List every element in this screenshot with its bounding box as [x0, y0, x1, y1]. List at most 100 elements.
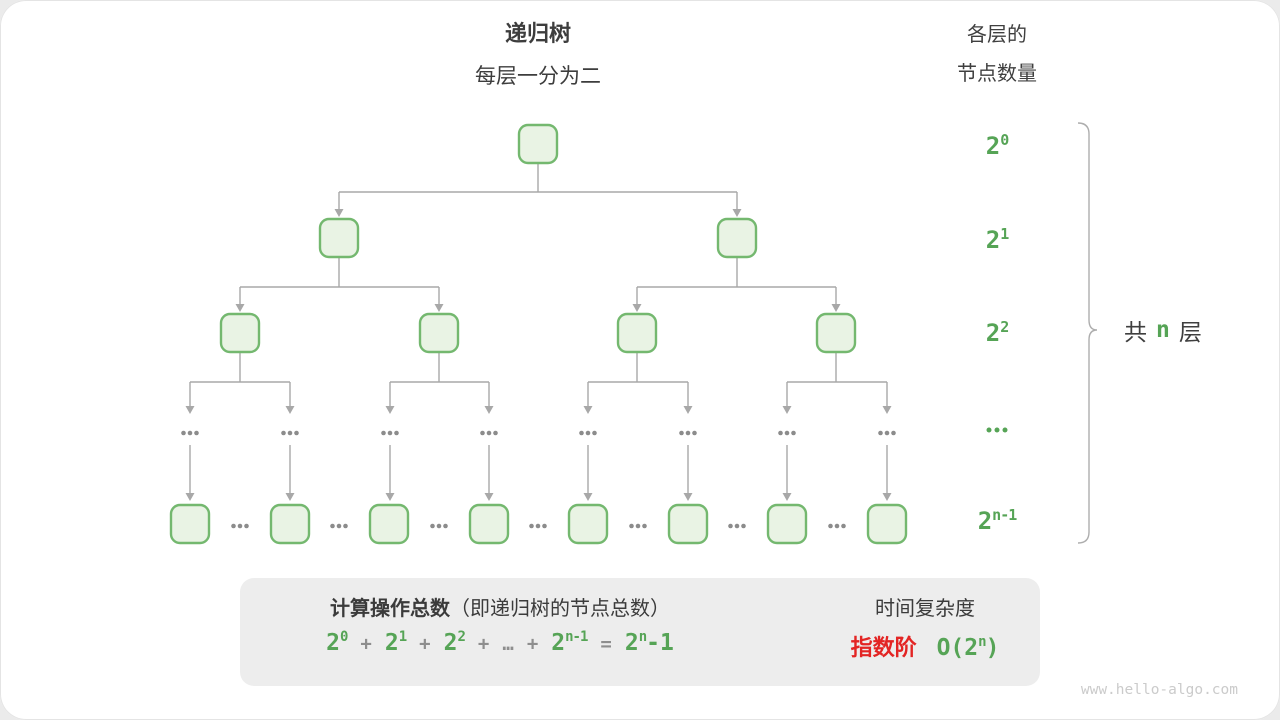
ellipsis-dots: [387, 430, 393, 436]
complexity-expression: O(2n): [927, 634, 1000, 661]
time-complexity-title: 时间复杂度: [875, 598, 975, 620]
ellipsis-dots: [791, 430, 796, 436]
ellipsis-dots: [486, 430, 492, 436]
ellipsis-dots: [231, 523, 236, 529]
formula-token: 2n-1: [624, 629, 674, 656]
ellipsis-dots: [181, 430, 186, 436]
ellipsis-dots: [381, 430, 386, 436]
brace-label-post: 层: [1178, 319, 1202, 345]
tree-node: [567, 503, 609, 545]
tree-header: 递归树 每层一分为二: [475, 16, 601, 90]
arrowhead-icon: [285, 493, 295, 501]
arrowhead-icon: [484, 406, 494, 414]
ellipsis-dots: [237, 523, 243, 529]
arrowhead-icon: [583, 406, 593, 414]
complexity-order-label: 指数阶: [850, 635, 917, 660]
brace-label: 共 n 层: [1124, 313, 1202, 347]
ellipsis-dots: [828, 523, 833, 529]
arrowhead-icon: [782, 406, 792, 414]
ellipsis-dots: [679, 430, 684, 436]
tree-node: [766, 503, 808, 545]
arrowhead-icon: [732, 209, 742, 217]
tree-node: [815, 312, 857, 354]
ellipsis-dots: [784, 430, 790, 436]
levels-header-line1: 各层的: [967, 24, 1027, 46]
ellipsis-dots: [493, 430, 498, 436]
ellipsis-dots: [394, 430, 399, 436]
summary-left-title-bold: 计算操作总数: [330, 598, 450, 620]
arrowhead-icon: [334, 209, 344, 217]
ellipsis-dots: [187, 430, 193, 436]
ellipsis-dots: [834, 523, 840, 529]
summary-left-title: 计算操作总数（即递归树的节点总数）: [250, 592, 750, 621]
summary-left-title-normal: （即递归树的节点总数）: [450, 598, 670, 620]
ellipsis-dots: [685, 430, 691, 436]
ellipsis-dots: [194, 430, 199, 436]
tree-node: [219, 312, 261, 354]
brace-label-n: n: [1156, 317, 1170, 343]
arrowhead-icon: [385, 406, 395, 414]
arrowhead-icon: [185, 493, 195, 501]
arrowhead-icon: [285, 406, 295, 414]
node-count-formula: 20 +21 +22 + … +2n-1 = 2n-1: [250, 629, 750, 656]
formula-token: 22: [443, 629, 466, 656]
formula-token: +: [526, 633, 539, 655]
ellipsis-dots: [878, 430, 883, 436]
level-count-label: 20: [985, 131, 1009, 160]
level-count-label: [986, 427, 1008, 433]
summary-right: 时间复杂度 指数阶 O(2n): [810, 578, 1040, 686]
tree-subtitle: 每层一分为二: [475, 65, 601, 88]
formula-token: +: [477, 633, 490, 655]
tree-node: [468, 503, 510, 545]
ellipsis-dots: [281, 430, 286, 436]
ellipsis-dots: [480, 430, 485, 436]
ellipsis-dots: [734, 523, 740, 529]
level-count-label: 2n-1: [977, 506, 1018, 535]
tree-node: [269, 503, 311, 545]
ellipsis-dots: [841, 523, 846, 529]
level-count-label: 22: [985, 318, 1009, 347]
tree-node: [866, 503, 908, 545]
formula-token: 21: [384, 629, 407, 656]
tree-node: [318, 217, 360, 259]
levels-header: 各层的 节点数量: [957, 16, 1037, 94]
ellipsis-dots: [294, 430, 299, 436]
formula-token: +: [360, 633, 372, 655]
level-count-label: 21: [985, 225, 1009, 254]
ellipsis-dots: [884, 430, 890, 436]
arrowhead-icon: [882, 406, 892, 414]
formula-token: +: [419, 633, 431, 655]
formula-token: =: [600, 633, 612, 655]
arrowhead-icon: [683, 406, 693, 414]
tree-node: [368, 503, 410, 545]
ellipsis-dots: [436, 523, 442, 529]
ellipsis-dots: [728, 523, 733, 529]
arrowhead-icon: [235, 304, 245, 312]
ellipsis-dots: [287, 430, 293, 436]
ellipsis-dots: [592, 430, 597, 436]
arrowhead-icon: [434, 304, 444, 312]
ellipsis-dots: [692, 430, 697, 436]
ellipsis-dots: [635, 523, 641, 529]
tree-node: [169, 503, 211, 545]
ellipsis-dots: [579, 430, 584, 436]
ellipsis-dots: [741, 523, 746, 529]
watermark: www.hello-algo.com: [1080, 682, 1238, 698]
tree-node: [716, 217, 758, 259]
formula-token: 2n-1: [551, 629, 588, 656]
arrowhead-icon: [632, 304, 642, 312]
summary-left: 计算操作总数（即递归树的节点总数） 20 +21 +22 + … +2n-1 = 2n-1: [250, 578, 750, 686]
arrowhead-icon: [782, 493, 792, 501]
ellipsis-dots: [542, 523, 547, 529]
arrowhead-icon: [583, 493, 593, 501]
summary-panel: 计算操作总数（即递归树的节点总数） 20 +21 +22 + … +2n-1 = 2n-1 时…: [240, 578, 1040, 686]
ellipsis-dots: [330, 523, 335, 529]
tree-node: [616, 312, 658, 354]
ellipsis-dots: [529, 523, 534, 529]
brace-label-pre: 共: [1124, 319, 1147, 345]
ellipsis-dots: [891, 430, 896, 436]
ellipsis-dots: [778, 430, 783, 436]
tree-title: 递归树: [504, 21, 571, 46]
